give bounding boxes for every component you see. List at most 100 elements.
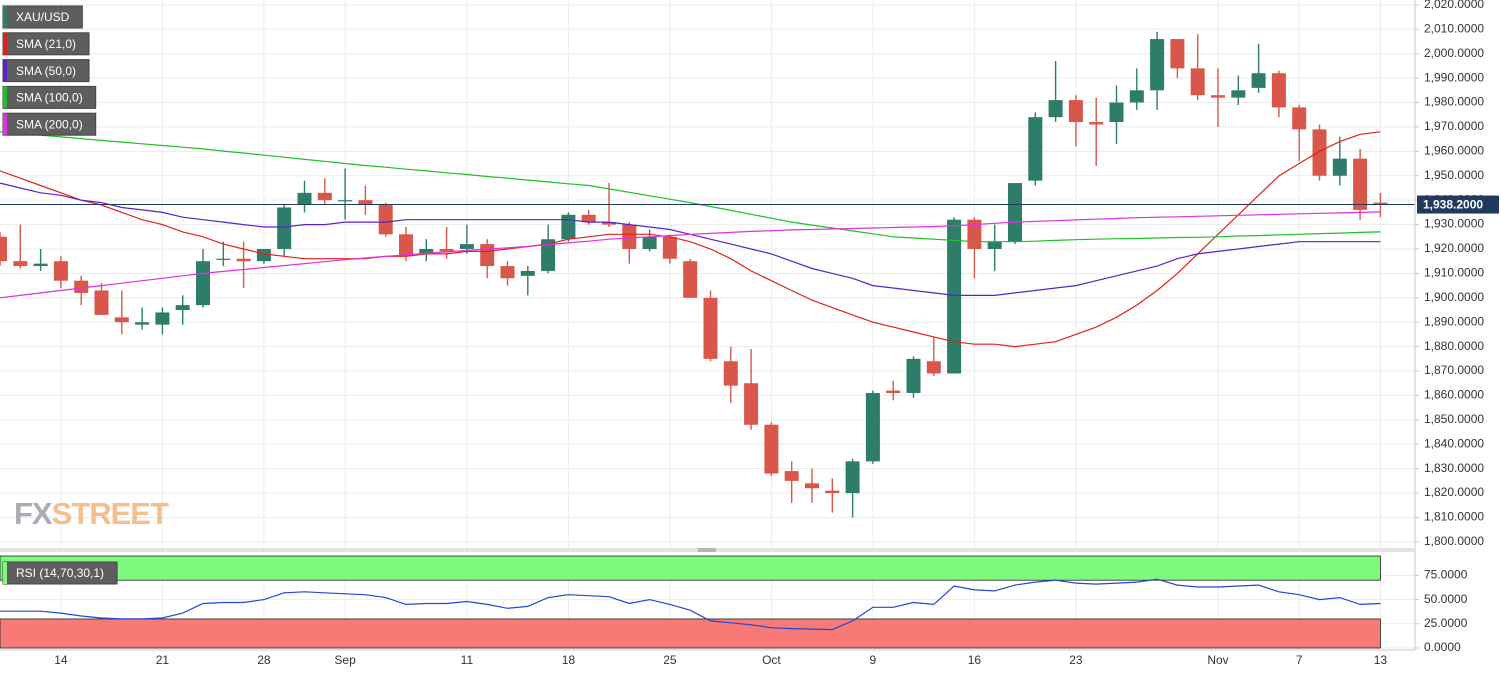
x-tick-label: 25	[663, 653, 677, 667]
candle-body	[1129, 90, 1144, 103]
zone-band	[0, 555, 1381, 581]
legend-label: RSI (14,70,30,1)	[16, 566, 104, 580]
y-tick-label: 25.0000	[1424, 616, 1468, 630]
x-tick-label: 13	[1374, 653, 1388, 667]
y-tick-label: 1,990.0000	[1424, 70, 1484, 84]
candle-body	[33, 263, 48, 267]
candle-body	[459, 244, 474, 249]
candle-body	[317, 192, 332, 201]
candle-body	[845, 461, 860, 494]
candle-body	[1332, 158, 1347, 176]
axes: 14 21 28 Sep 11 18 25 Oct 9 16 23 Nov 7 13 1,800.0000 1…	[54, 0, 1499, 667]
candle-body	[13, 261, 28, 267]
candle-body	[1292, 107, 1307, 130]
y-tick-label: 1,860.0000	[1424, 388, 1484, 402]
legend-item[interactable]: XAU/USD	[2, 5, 83, 29]
candle-body	[0, 236, 7, 262]
y-tick-label: 1,850.0000	[1424, 412, 1484, 426]
zone-band	[0, 618, 1381, 649]
candle-body	[906, 358, 921, 393]
x-tick-label: 16	[968, 653, 982, 667]
y-tick-label: 1,950.0000	[1424, 168, 1484, 182]
candle-body	[358, 200, 373, 206]
legend-label: SMA (50,0)	[16, 64, 76, 78]
candle-body	[277, 207, 292, 249]
candle-body	[256, 248, 271, 262]
candle-body	[338, 200, 353, 202]
x-tick-label: 23	[1069, 653, 1083, 667]
candle-body	[1048, 100, 1063, 118]
candle-body	[1008, 183, 1022, 242]
y-tick-label: 1,840.0000	[1424, 436, 1484, 450]
candle-body	[541, 239, 556, 271]
candle-body	[1251, 73, 1266, 88]
candle-body	[642, 236, 657, 249]
x-tick-label: Nov	[1207, 653, 1228, 667]
legend-item[interactable]: SMA (50,0)	[2, 59, 90, 83]
x-tick-label: 14	[54, 653, 68, 667]
y-tick-label: 1,800.0000	[1424, 534, 1484, 548]
candle-body	[399, 234, 413, 257]
legend-label: SMA (21,0)	[16, 37, 76, 51]
watermark-part: STREET	[52, 496, 169, 531]
candle-body	[1028, 117, 1043, 181]
legend-swatch	[3, 59, 7, 82]
candle-body	[196, 261, 210, 306]
candle-body	[947, 219, 962, 374]
candle-body	[74, 280, 89, 293]
candle-body	[1109, 102, 1124, 123]
legend-item[interactable]: RSI (14,70,30,1)	[2, 561, 118, 585]
candle-body	[297, 192, 312, 206]
candle-body	[1089, 122, 1104, 125]
x-tick-label: 11	[461, 653, 474, 667]
grid	[0, 0, 1415, 649]
candle-body	[53, 261, 68, 281]
candle-body	[236, 258, 251, 262]
candle-body	[1373, 202, 1388, 205]
y-tick-label: 2,020.0000	[1424, 0, 1484, 11]
line-series	[0, 131, 1381, 348]
legend: XAU/USD SMA (21,0) SMA (50,0) SMA (100,0) SM…	[2, 5, 118, 585]
candle-body	[1068, 100, 1083, 123]
x-tick-label: Sep	[334, 653, 356, 667]
candle-body	[744, 383, 759, 425]
line-series	[0, 211, 1381, 299]
candle-body	[216, 258, 231, 260]
y-tick-label: 1,830.0000	[1424, 461, 1484, 475]
y-tick-label: 1,910.0000	[1424, 266, 1484, 280]
legend-label: XAU/USD	[16, 10, 70, 24]
candle-body	[886, 390, 901, 393]
y-tick-label: 0.0000	[1424, 640, 1461, 654]
candle-body	[622, 224, 637, 249]
last-price-box	[1417, 195, 1499, 214]
candle-body	[1271, 73, 1286, 108]
candle-body	[581, 214, 596, 223]
candle-body	[155, 312, 170, 325]
candle-body	[378, 205, 393, 235]
legend-item[interactable]: SMA (21,0)	[2, 32, 90, 56]
legend-item[interactable]: SMA (200,0)	[2, 112, 97, 136]
candle-body	[1170, 39, 1185, 69]
candle-body	[662, 236, 677, 259]
legend-swatch	[3, 86, 7, 109]
candle-body	[764, 424, 779, 474]
candle-body	[561, 214, 576, 240]
watermark: FXSTREET	[14, 496, 170, 531]
watermark-text: FXSTREET	[14, 496, 169, 531]
x-tick-label: 18	[562, 653, 576, 667]
y-tick-label: 75.0000	[1424, 568, 1468, 582]
candle-body	[419, 248, 434, 254]
resize-handle[interactable]	[698, 548, 716, 552]
candle-body	[1353, 158, 1368, 210]
y-tick-label: 50.0000	[1424, 592, 1468, 606]
candle-body	[825, 490, 840, 494]
watermark-part: FX	[14, 496, 53, 531]
legend-item[interactable]: SMA (100,0)	[2, 85, 97, 109]
candle-body	[1231, 90, 1246, 98]
candle-body	[926, 361, 941, 374]
candle-body	[439, 248, 454, 252]
legend-label: SMA (200,0)	[16, 117, 83, 131]
candle-body	[1312, 129, 1327, 176]
legend-swatch	[3, 562, 7, 584]
